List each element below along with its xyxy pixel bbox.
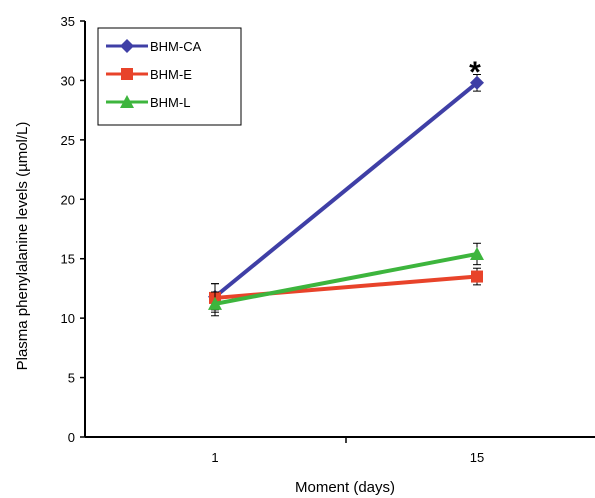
legend-label-bhm-ca: BHM-CA bbox=[150, 39, 202, 54]
data-point-bhm-ca bbox=[470, 75, 484, 90]
axes bbox=[84, 21, 595, 438]
x-axis-label: Moment (days) bbox=[295, 479, 395, 496]
data-point-bhm-e bbox=[471, 270, 483, 283]
y-tick-label: 20 bbox=[61, 192, 75, 207]
y-tick-label: 15 bbox=[61, 252, 75, 267]
y-tick-label: 5 bbox=[68, 371, 75, 386]
legend-marker-bhm-e bbox=[121, 68, 133, 80]
y-tick-label: 25 bbox=[61, 133, 75, 148]
y-tick-label: 0 bbox=[68, 430, 75, 445]
series-line-bhm-ca bbox=[213, 81, 479, 299]
legend: BHM-CA BHM-E BHM-L bbox=[97, 27, 242, 126]
x-tick-label: 15 bbox=[470, 450, 484, 465]
y-tick-label: 30 bbox=[61, 73, 75, 88]
series-line-bhm-l bbox=[214, 251, 478, 306]
data-point-bhm-l bbox=[470, 246, 484, 260]
legend-marker-bhm-ca bbox=[120, 39, 134, 53]
y-ticks: 0 5 10 15 20 25 30 35 bbox=[61, 14, 85, 445]
series-bhm-l bbox=[208, 242, 484, 317]
series-bhm-ca bbox=[208, 73, 484, 311]
series-group bbox=[208, 73, 484, 317]
legend-marker-bhm-l bbox=[120, 95, 134, 108]
significance-asterisk: * bbox=[469, 56, 481, 89]
legend-label-bhm-l: BHM-L bbox=[150, 95, 190, 110]
x-tick-label: 1 bbox=[211, 450, 218, 465]
x-ticks: 1 15 bbox=[211, 437, 484, 465]
data-point-bhm-l bbox=[208, 296, 222, 310]
legend-label-bhm-e: BHM-E bbox=[150, 67, 192, 82]
y-tick-label: 35 bbox=[61, 14, 75, 29]
y-axis-label: Plasma phenylalanine levels (µmol/L) bbox=[14, 122, 31, 371]
series-bhm-e bbox=[209, 267, 483, 313]
y-tick-label: 10 bbox=[61, 311, 75, 326]
